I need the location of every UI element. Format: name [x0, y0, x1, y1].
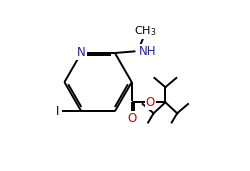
Text: N: N [77, 47, 86, 60]
Text: NH: NH [138, 45, 156, 58]
Text: CH$_3$: CH$_3$ [134, 24, 156, 38]
Text: O: O [146, 96, 155, 109]
Text: O: O [127, 112, 136, 125]
Text: I: I [56, 105, 59, 118]
